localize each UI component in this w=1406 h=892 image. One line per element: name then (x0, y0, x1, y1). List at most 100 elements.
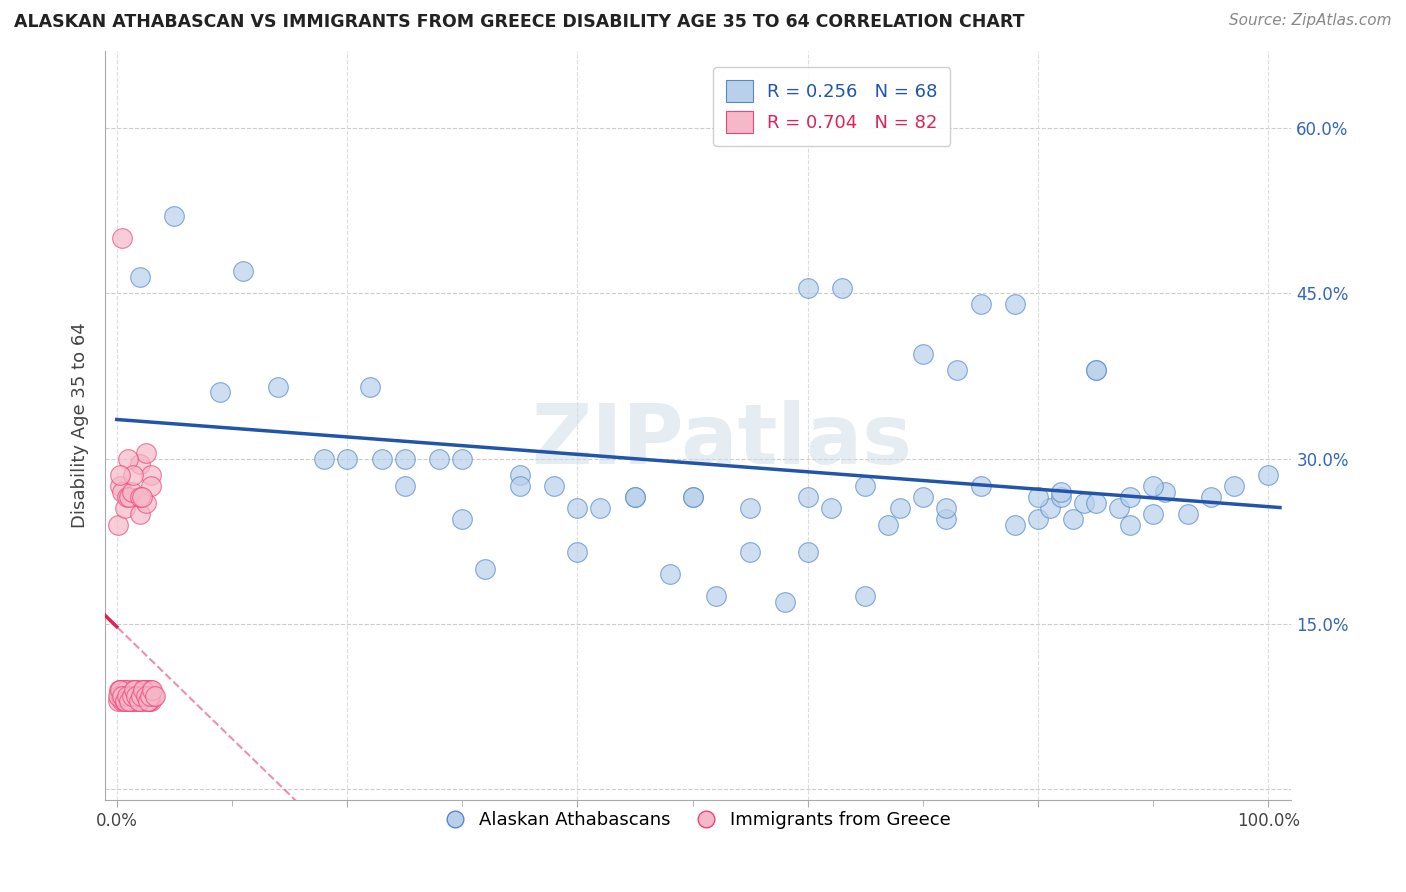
Point (115, 689, 138, 703)
Point (1039, 501, 1062, 516)
Point (108, 683, 131, 698)
Point (128, 694, 150, 708)
Point (1142, 507, 1164, 521)
Point (108, 683, 131, 698)
Point (336, 451, 359, 466)
Point (141, 683, 163, 698)
Point (138, 694, 160, 708)
Point (624, 490, 647, 504)
Point (1119, 517, 1142, 532)
Point (110, 689, 132, 703)
Point (935, 501, 957, 516)
Point (509, 479, 531, 493)
Point (117, 694, 139, 708)
Legend: Alaskan Athabascans, Immigrants from Greece: Alaskan Athabascans, Immigrants from Gre… (439, 804, 957, 836)
Point (128, 694, 150, 708)
Point (134, 683, 156, 698)
Point (115, 689, 138, 703)
Text: Source: ZipAtlas.com: Source: ZipAtlas.com (1229, 13, 1392, 29)
Point (474, 562, 496, 576)
Point (135, 446, 157, 460)
Point (131, 490, 153, 504)
Point (107, 517, 129, 532)
Point (107, 689, 129, 703)
Point (1050, 490, 1073, 504)
Point (141, 683, 163, 698)
Point (141, 694, 163, 708)
Point (128, 694, 150, 708)
Point (134, 694, 156, 708)
Point (128, 490, 150, 504)
Point (125, 689, 148, 703)
Point (114, 694, 136, 708)
Point (108, 468, 131, 483)
Point (682, 490, 704, 504)
Point (110, 689, 132, 703)
Point (117, 451, 139, 466)
Point (1004, 517, 1026, 532)
Point (107, 694, 129, 708)
Point (370, 451, 392, 466)
Point (139, 689, 162, 703)
Point (139, 689, 162, 703)
Point (911, 490, 934, 504)
Point (127, 689, 149, 703)
Point (624, 490, 647, 504)
Point (831, 280, 853, 294)
Point (129, 689, 152, 703)
Point (889, 501, 911, 516)
Point (121, 689, 143, 703)
Point (138, 683, 160, 698)
Point (1177, 507, 1199, 521)
Point (451, 451, 474, 466)
Point (394, 451, 416, 466)
Point (136, 694, 159, 708)
Point (567, 501, 589, 516)
Point (796, 490, 818, 504)
Point (128, 507, 150, 521)
Point (135, 689, 157, 703)
Point (1026, 490, 1049, 504)
Point (589, 501, 612, 516)
Point (120, 683, 142, 698)
Point (118, 689, 141, 703)
Text: ZIPatlas: ZIPatlas (531, 400, 912, 481)
Point (131, 689, 153, 703)
Point (796, 545, 818, 559)
Point (740, 501, 762, 516)
Point (121, 484, 143, 499)
Point (127, 683, 149, 698)
Point (209, 385, 232, 400)
Point (1108, 501, 1130, 516)
Point (394, 479, 416, 493)
Point (1223, 479, 1246, 493)
Point (114, 501, 136, 516)
Point (267, 380, 290, 394)
Point (112, 694, 135, 708)
Point (118, 490, 141, 504)
Point (141, 479, 163, 493)
Point (853, 589, 876, 603)
Y-axis label: Disability Age 35 to 64: Disability Age 35 to 64 (72, 323, 89, 528)
Point (740, 545, 762, 559)
Point (118, 694, 141, 708)
Point (128, 689, 150, 703)
Point (567, 545, 589, 559)
Point (359, 380, 381, 394)
Point (877, 517, 900, 532)
Point (1142, 479, 1164, 493)
Point (142, 689, 165, 703)
Point (1026, 512, 1049, 526)
Point (131, 683, 153, 698)
Point (122, 683, 145, 698)
Point (124, 683, 146, 698)
Point (820, 501, 842, 516)
Point (312, 451, 335, 466)
Point (969, 297, 991, 311)
Point (451, 512, 474, 526)
Point (1062, 512, 1084, 526)
Point (114, 689, 136, 703)
Point (132, 683, 155, 698)
Point (704, 589, 727, 603)
Point (427, 451, 450, 466)
